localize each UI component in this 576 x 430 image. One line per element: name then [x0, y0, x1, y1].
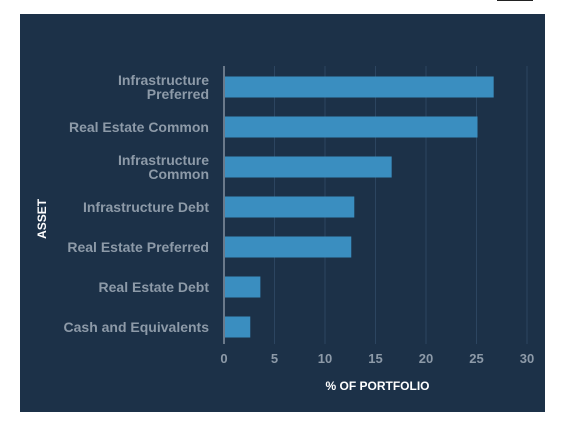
bar [225, 276, 261, 298]
bar [225, 196, 355, 218]
x-tick-label: 25 [469, 351, 483, 366]
bar [225, 76, 494, 98]
x-tick-label: 20 [419, 351, 433, 366]
bar [225, 236, 352, 258]
x-tick-label: 10 [318, 351, 332, 366]
category-label: Real Estate Common [69, 119, 209, 135]
x-tick-label: 15 [368, 351, 382, 366]
category-label: Infrastructure Common [118, 152, 209, 182]
bar-chart: Infrastructure Preferred Real Estate Commo… [20, 14, 545, 412]
bar [225, 316, 251, 338]
x-tick-label: 5 [271, 351, 278, 366]
bars [225, 76, 494, 338]
category-label: Infrastructure Preferred [118, 72, 209, 102]
category-labels: Infrastructure Preferred Real Estate Commo… [64, 72, 210, 335]
bar [225, 156, 392, 178]
x-tick-label: 30 [520, 351, 534, 366]
category-label: Real Estate Preferred [67, 239, 209, 255]
x-tick-label: 0 [220, 351, 227, 366]
bar [225, 116, 478, 138]
x-tick-labels: 0 5 10 15 20 25 30 [220, 351, 534, 366]
chart-panel: Infrastructure Preferred Real Estate Commo… [20, 14, 545, 412]
top-right-mark [497, 0, 533, 2]
category-label: Real Estate Debt [99, 279, 210, 295]
x-axis-title: % OF PORTFOLIO [326, 379, 430, 393]
category-label: Cash and Equivalents [64, 319, 210, 335]
category-label: Infrastructure Debt [83, 199, 209, 215]
y-axis-title: ASSET [35, 198, 49, 239]
